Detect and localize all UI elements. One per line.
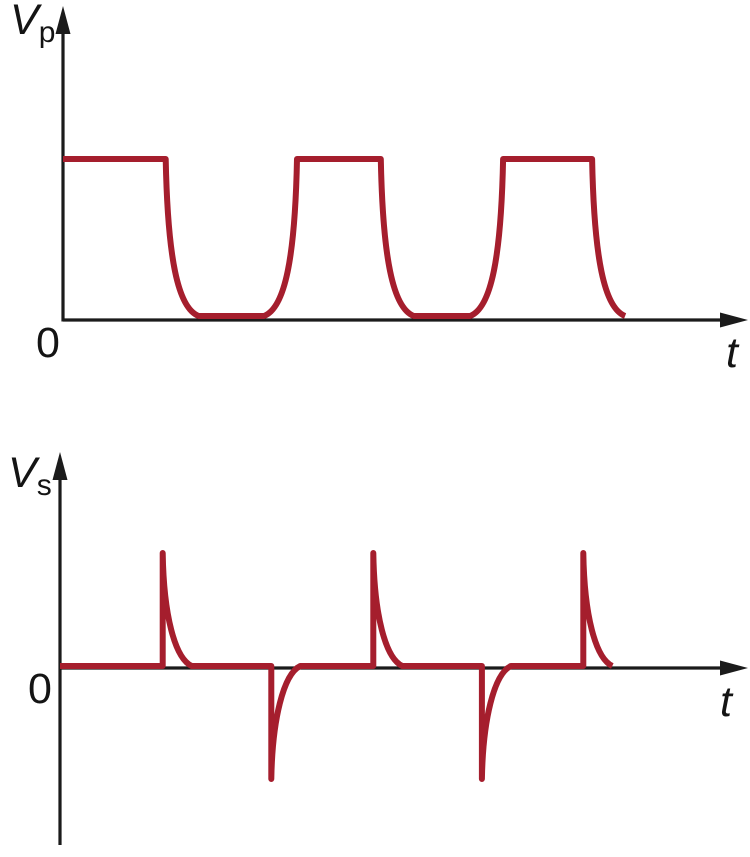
primary-origin-label: 0 <box>36 319 60 367</box>
secondary-x-axis-label: t <box>720 678 734 726</box>
secondary-x-axis-arrowhead-icon <box>720 660 748 676</box>
primary-x-axis-arrowhead-icon <box>720 312 748 328</box>
secondary-origin-label: 0 <box>28 665 52 713</box>
primary-y-axis-label-sub: p <box>39 16 56 49</box>
primary-y-axis-label-main: V <box>10 0 43 44</box>
primary-y-axis-arrowhead-icon <box>55 6 71 34</box>
primary-voltage-plot: Vp 0 t <box>10 0 748 377</box>
secondary-waveform <box>60 550 614 782</box>
primary-y-axis-label: Vp <box>10 0 55 49</box>
primary-waveform <box>63 156 627 319</box>
primary-x-axis-label: t <box>726 329 740 377</box>
secondary-y-axis-arrowhead-icon <box>52 452 68 480</box>
secondary-voltage-plot: Vs 0 t <box>8 449 748 845</box>
secondary-y-axis-label-main: V <box>8 449 41 497</box>
secondary-y-axis-label-sub: s <box>37 469 52 502</box>
secondary-y-axis-label: Vs <box>8 449 52 502</box>
